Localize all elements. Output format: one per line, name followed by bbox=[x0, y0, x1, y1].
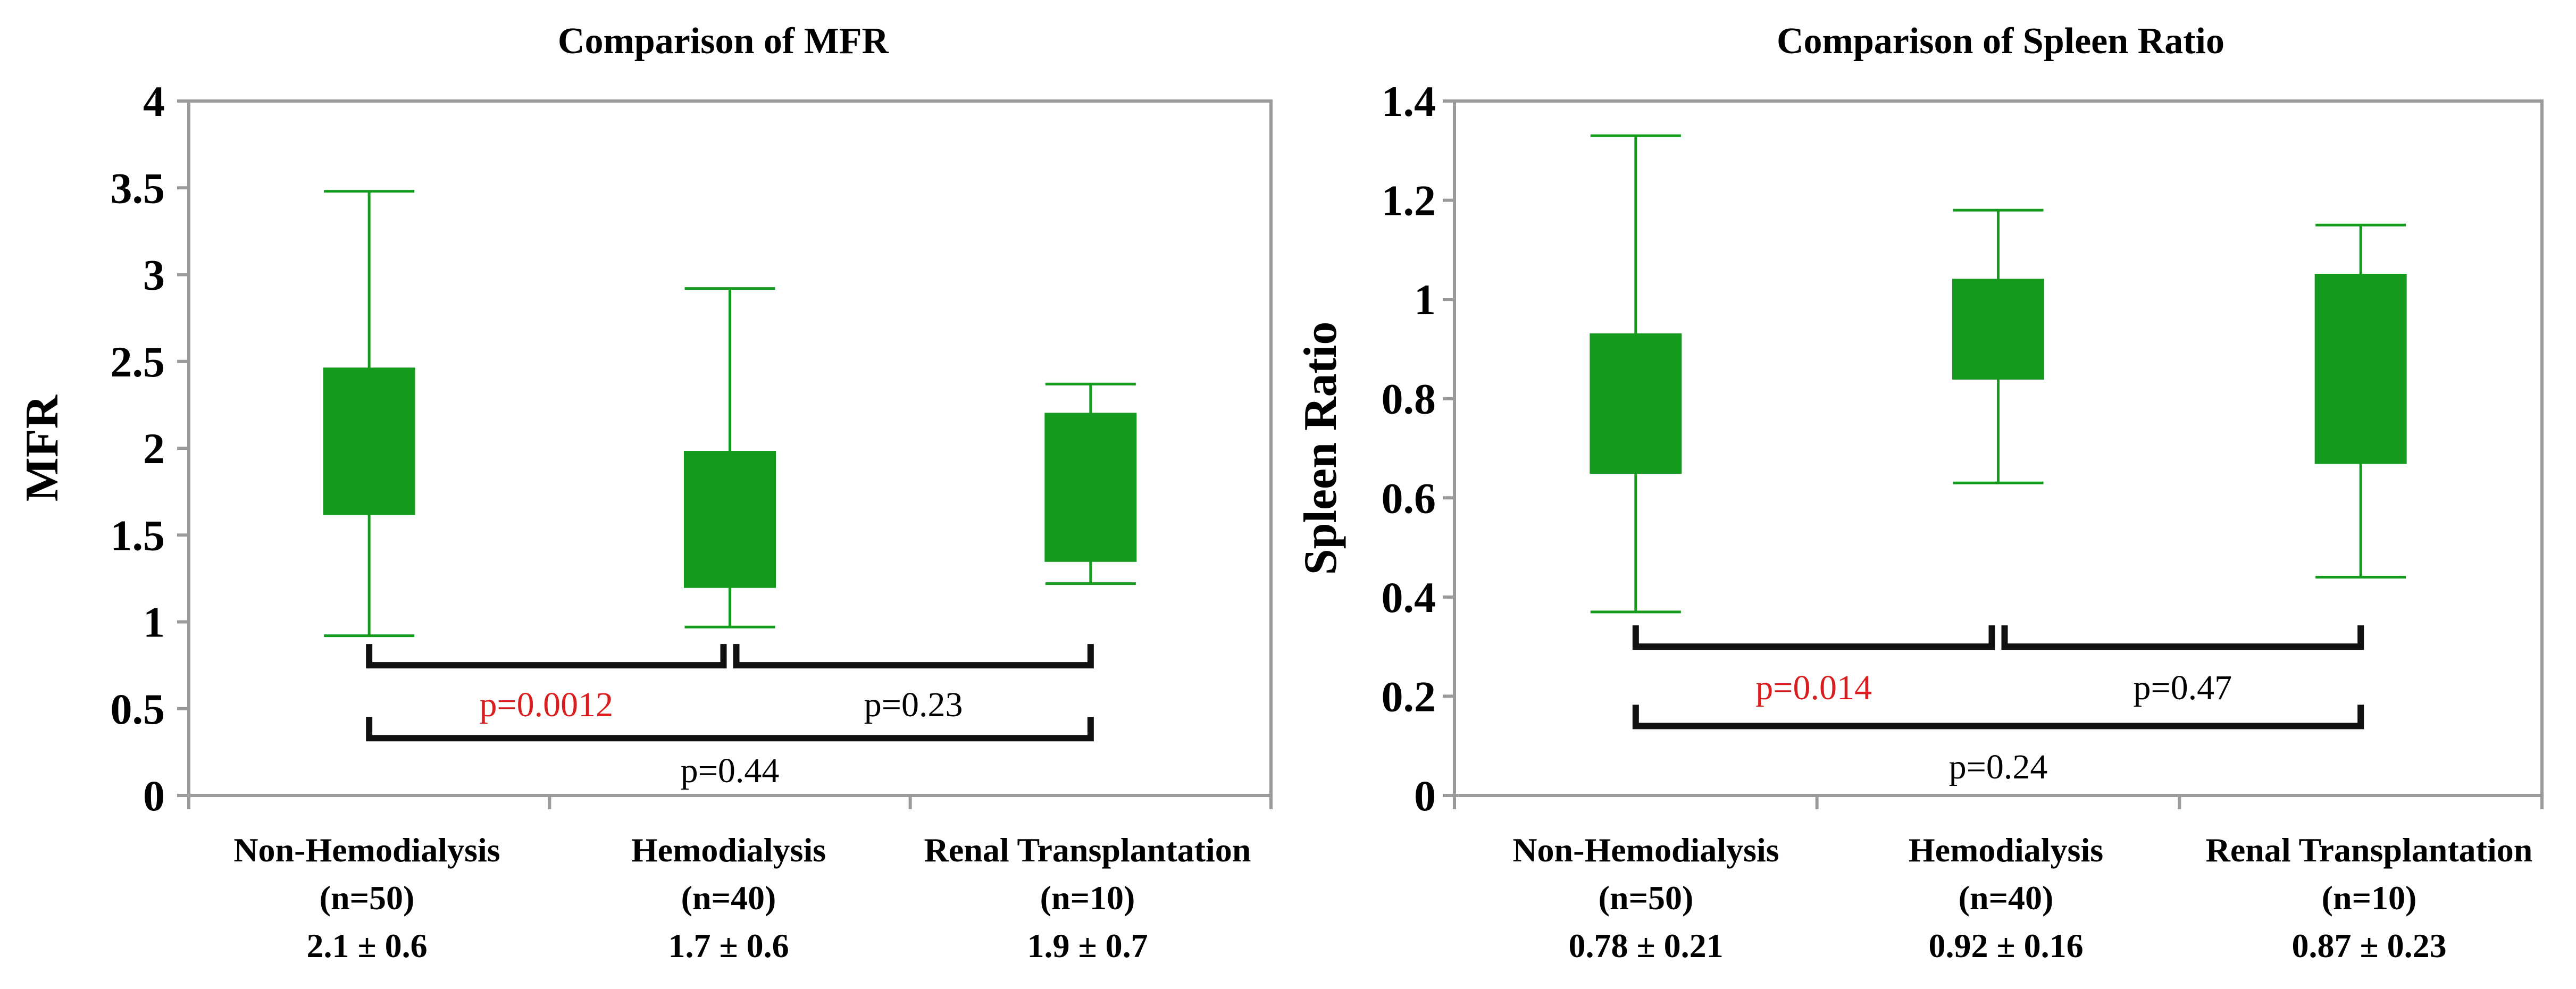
p-value-label: p=0.44 bbox=[681, 751, 780, 790]
iqr-box bbox=[1044, 413, 1137, 562]
iqr-box bbox=[2314, 274, 2407, 464]
y-tick-label: 1 bbox=[1414, 275, 1436, 324]
category-count: (n=10) bbox=[2322, 879, 2417, 917]
category-count: (n=10) bbox=[1040, 879, 1135, 917]
y-axis-label: Spleen Ratio bbox=[1295, 322, 1346, 575]
category-mean-sd: 0.87 ± 0.23 bbox=[2291, 927, 2446, 965]
y-tick-label: 0.4 bbox=[1382, 573, 1436, 622]
box-plot-1 bbox=[323, 190, 415, 638]
y-tick-label: 3 bbox=[143, 251, 165, 299]
p-value-label: p=0.23 bbox=[864, 685, 963, 724]
box-plot-3 bbox=[2314, 223, 2407, 579]
y-tick-label: 4 bbox=[143, 77, 165, 125]
y-tick-label: 2 bbox=[143, 424, 165, 473]
iqr-box bbox=[684, 451, 776, 588]
category-name: Renal Transplantation bbox=[2206, 831, 2533, 869]
mfr-chart-panel: Comparison of MFR MFR 0 0.5 1 1.5 2 2.5 3 3.5 4 p=0… bbox=[16, 21, 1273, 965]
iqr-box bbox=[323, 367, 415, 515]
spleen-ratio-chart-panel: Comparison of Spleen Ratio Spleen Ratio 0 0… bbox=[1295, 21, 2544, 965]
y-tick-label: 0.5 bbox=[111, 685, 165, 733]
category-name: Hemodialysis bbox=[631, 831, 826, 869]
category-mean-sd: 1.7 ± 0.6 bbox=[668, 927, 789, 965]
box-plot-3 bbox=[1044, 382, 1137, 585]
significance-bracket bbox=[1632, 705, 2364, 730]
p-value-label: p=0.014 bbox=[1755, 668, 1872, 707]
category-count: (n=40) bbox=[1959, 879, 2054, 917]
category-name: Non-Hemodialysis bbox=[233, 831, 500, 869]
y-tick-label: 1.5 bbox=[111, 511, 165, 559]
significance-bracket bbox=[2001, 625, 2364, 650]
p-value-label: p=0.0012 bbox=[479, 685, 613, 724]
iqr-box bbox=[1952, 279, 2044, 380]
significance-bracket bbox=[1632, 625, 1995, 650]
category-mean-sd: 2.1 ± 0.6 bbox=[306, 927, 427, 965]
chart-title: Comparison of MFR bbox=[558, 21, 890, 62]
category-mean-sd: 1.9 ± 0.7 bbox=[1027, 927, 1148, 965]
significance-bracket bbox=[733, 644, 1094, 669]
plot-frame bbox=[1453, 99, 2544, 797]
p-value-label: p=0.47 bbox=[2133, 668, 2232, 707]
box-plot-2 bbox=[684, 287, 776, 628]
iqr-box bbox=[1590, 333, 1682, 474]
category-count: (n=50) bbox=[1599, 879, 1694, 917]
y-tick-label: 0.2 bbox=[1382, 672, 1436, 720]
category-mean-sd: 0.78 ± 0.21 bbox=[1568, 927, 1723, 965]
box-plot-2 bbox=[1952, 208, 2044, 484]
category-name: Hemodialysis bbox=[1909, 831, 2103, 869]
y-tick-label: 2.5 bbox=[111, 338, 165, 386]
significance-bracket bbox=[366, 644, 727, 669]
y-tick-label: 1.4 bbox=[1382, 77, 1436, 125]
y-tick-label: 3.5 bbox=[111, 164, 165, 212]
category-mean-sd: 0.92 ± 0.16 bbox=[1928, 927, 2083, 965]
category-count: (n=50) bbox=[320, 879, 415, 917]
chart-title: Comparison of Spleen Ratio bbox=[1777, 21, 2224, 62]
y-tick-label: 0 bbox=[1414, 772, 1436, 820]
y-tick-label: 0.8 bbox=[1382, 375, 1436, 423]
category-name: Renal Transplantation bbox=[924, 831, 1251, 869]
p-value-label: p=0.24 bbox=[1949, 748, 2048, 786]
category-count: (n=40) bbox=[681, 879, 776, 917]
significance-bracket bbox=[366, 717, 1094, 742]
y-tick-label: 1 bbox=[143, 598, 165, 647]
y-tick-label: 0.6 bbox=[1382, 474, 1436, 522]
box-plot-1 bbox=[1590, 134, 1682, 614]
y-axis-label: MFR bbox=[16, 394, 68, 501]
y-tick-label: 1.2 bbox=[1382, 177, 1436, 225]
y-tick-label: 0 bbox=[143, 772, 165, 820]
category-name: Non-Hemodialysis bbox=[1512, 831, 1779, 869]
